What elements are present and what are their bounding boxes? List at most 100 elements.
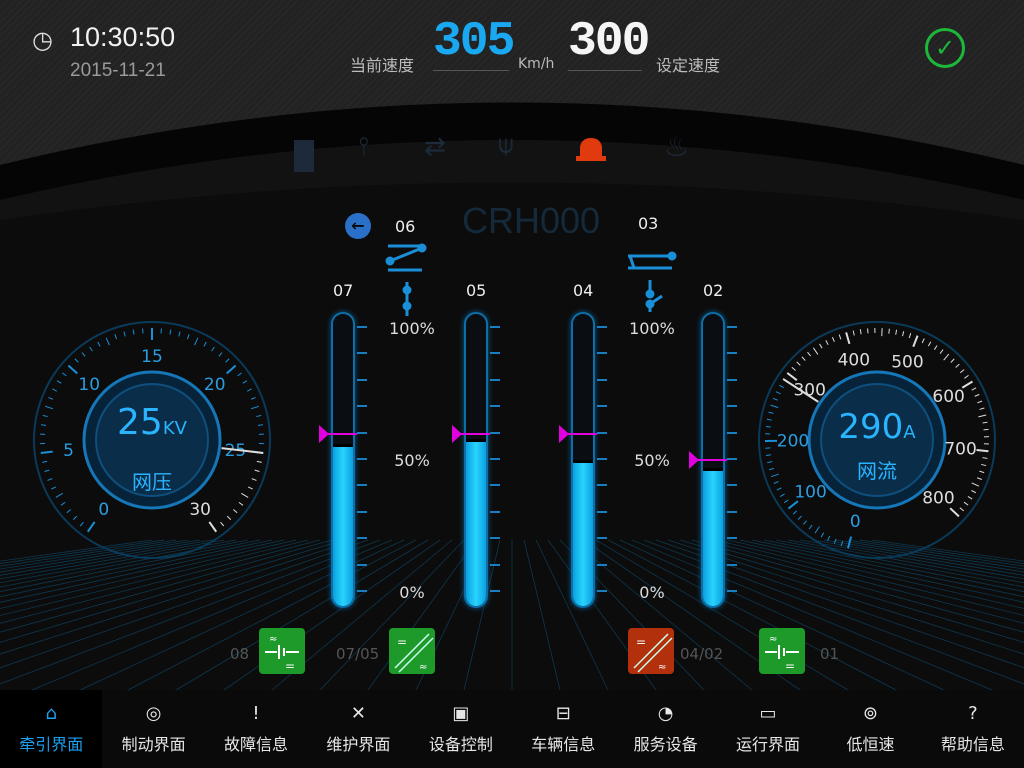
gauge-tick-label: 0 (850, 512, 861, 532)
gauge-tick (820, 532, 825, 538)
nav-item-6[interactable]: ◔ 服务设备 (614, 690, 716, 768)
scale-label-0-right: 0% (639, 583, 665, 602)
gauge-tick (251, 478, 257, 481)
gauge-tick (79, 521, 84, 527)
nav-item-9[interactable]: ? 帮助信息 (922, 690, 1024, 768)
gauge-tick (226, 515, 232, 521)
set-speed-value: 300 (568, 15, 650, 69)
service-gauge-icon: ◔ (657, 703, 674, 724)
gauge-outer-ring (33, 321, 271, 559)
gauge-tick-label: 200 (777, 432, 809, 452)
gauge-tick (226, 364, 237, 375)
nav-label: 服务设备 (633, 735, 698, 754)
train-icon: ⊟ (555, 703, 571, 724)
bar-marker-07[interactable] (319, 424, 357, 443)
gauge-tick (779, 384, 784, 389)
nav-item-0[interactable]: ⌂ 牵引界面 (0, 690, 103, 768)
car-label-03: 03 (638, 214, 659, 233)
nav-item-5[interactable]: ⊟ 车辆信息 (512, 690, 614, 768)
svg-text:=: = (397, 635, 407, 649)
bar-marker-04[interactable] (559, 424, 597, 443)
current-speed-value: 305 (433, 15, 515, 69)
gauge-tick (242, 380, 248, 384)
speed-unit: Km/h (518, 56, 555, 72)
clock-date: 2015-11-21 (70, 60, 166, 81)
gauge-tick (241, 492, 249, 498)
gauge-tick (959, 369, 965, 374)
gauge-tick (964, 374, 969, 379)
gauge-tick (97, 341, 101, 347)
gauge-center (95, 383, 209, 497)
gauge-tick (791, 366, 796, 371)
gauge-tick (797, 515, 802, 520)
nav-item-4[interactable]: ▣ 设备控制 (410, 690, 512, 768)
inverter-icon[interactable]: ≈ = (259, 628, 305, 674)
gauge-tick (238, 501, 244, 506)
gauge-tick (971, 489, 977, 494)
gauge-tick (211, 346, 215, 352)
check-circle-icon[interactable]: ✓ (925, 28, 965, 68)
converter-icon[interactable]: = ≈ (389, 628, 435, 674)
gauge-tick (814, 526, 820, 534)
gauge-needle (221, 447, 264, 454)
gauge-tick (847, 536, 853, 549)
current-readout: 290A (797, 407, 957, 447)
car-label-06: 06 (395, 217, 416, 236)
bar-scale-04 (597, 326, 607, 592)
arrow-left-icon[interactable]: ← (345, 213, 371, 239)
gauge-tick (895, 329, 898, 335)
gauge-tick (768, 467, 774, 471)
gauge-tick (978, 414, 987, 418)
scale-label-50-left: 50% (394, 451, 430, 470)
converter-icon[interactable]: = ≈ (628, 628, 674, 674)
gauge-tick (132, 329, 135, 335)
current-label: 网流 (857, 459, 897, 483)
current-speed-label: 当前速度 (350, 56, 415, 75)
gauge-tick (967, 495, 973, 500)
gauge-tick (859, 329, 862, 335)
gauge-tick-label: 800 (922, 488, 954, 508)
gauge-tick (169, 329, 172, 335)
gauge-tick (780, 493, 785, 497)
gauge-tick (783, 499, 789, 504)
scale-label-50-right: 50% (634, 451, 670, 470)
gauge-tick (982, 457, 988, 459)
gauge-tick (72, 515, 78, 521)
gauge-tick (833, 538, 837, 544)
bar-marker-02[interactable] (689, 451, 727, 469)
gauge-tick (959, 507, 965, 512)
bar-scale-07 (357, 326, 367, 592)
gauge-tick (773, 481, 779, 484)
nav-label: 制动界面 (121, 735, 186, 754)
nav-label: 低恒速 (846, 735, 895, 754)
monitor-icon: ▭ (759, 703, 777, 724)
nav-item-3[interactable]: ✕ 维护界面 (307, 690, 409, 768)
svg-text:≈: ≈ (419, 662, 427, 673)
inverter-icon[interactable]: ≈ = (759, 628, 805, 674)
help-icon: ? (968, 703, 978, 724)
pantograph-icon: ⍦ (498, 130, 514, 160)
scale-label-0-left: 0% (399, 583, 425, 602)
nav-item-7[interactable]: ▭ 运行界面 (717, 690, 819, 768)
gauge-tick-label: 500 (891, 353, 923, 373)
gauge-tick (787, 500, 799, 510)
alarm-beacon-icon (576, 132, 606, 162)
clock-time: 10:30:50 (70, 22, 176, 52)
nav-item-2[interactable]: ! 故障信息 (205, 690, 307, 768)
gauge-tick (178, 331, 181, 337)
gauge-tick (247, 486, 253, 490)
converter-label: 04/02 (680, 645, 724, 663)
gauge-tick (208, 521, 218, 533)
gauge-tick (246, 388, 252, 392)
pantograph-switch-icon: ⫯ (358, 132, 370, 162)
bar-marker-05[interactable] (452, 424, 490, 443)
nav-label: 车辆信息 (531, 735, 596, 754)
nav-item-1[interactable]: ◎ 制动界面 (102, 690, 204, 768)
gauge-tick (838, 334, 842, 340)
gauge-tick (48, 396, 54, 400)
voltage-unit: KV (162, 418, 187, 439)
bar-fill-04 (573, 460, 593, 606)
transfer-arrows-icon: ⇄ (424, 132, 446, 162)
current-gauge: 0 100 200 300 400 500 600 700 800 (758, 321, 996, 559)
nav-item-8[interactable]: ⊚ 低恒速 (819, 690, 921, 768)
